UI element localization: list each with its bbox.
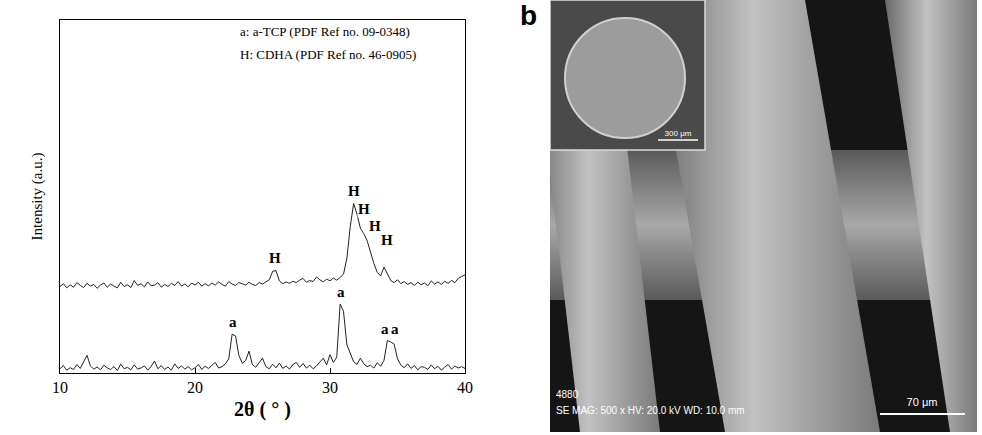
svg-text:H: H bbox=[358, 201, 370, 217]
svg-text:a: a-TCP (PDF Ref no. 09-0348): a: a-TCP (PDF Ref no. 09-0348) bbox=[240, 24, 410, 39]
svg-text:Intensity (a.u.): Intensity (a.u.) bbox=[29, 153, 46, 241]
svg-text:H: H bbox=[369, 218, 381, 234]
svg-text:a: a bbox=[229, 314, 237, 330]
svg-text:H: H bbox=[269, 250, 281, 266]
svg-text:H: CDHA (PDF Ref no. 46-0905): H: CDHA (PDF Ref no. 46-0905) bbox=[240, 47, 416, 62]
svg-text:H: H bbox=[348, 183, 360, 199]
svg-text:30: 30 bbox=[322, 379, 338, 396]
html-text:a: a bbox=[8, 0, 24, 31]
svg-text:4880: 4880 bbox=[556, 389, 579, 400]
svg-text:20: 20 bbox=[187, 379, 203, 396]
svg-text:a: a bbox=[381, 321, 389, 337]
svg-text:a: a bbox=[337, 284, 345, 300]
svg-text:70 μm: 70 μm bbox=[907, 396, 938, 408]
svg-text:a: a bbox=[391, 321, 399, 337]
html-text:b: b bbox=[520, 0, 538, 31]
svg-text:10: 10 bbox=[52, 379, 68, 396]
svg-text:H: H bbox=[381, 232, 393, 248]
svg-text:40: 40 bbox=[457, 379, 473, 396]
svg-text:300 μm: 300 μm bbox=[665, 129, 692, 138]
svg-text:SE MAG: 500 x HV: 20.0 kV WD:: SE MAG: 500 x HV: 20.0 kV WD: 10.0 mm bbox=[556, 405, 745, 416]
svg-text:2θ ( ° ): 2θ ( ° ) bbox=[234, 398, 291, 421]
